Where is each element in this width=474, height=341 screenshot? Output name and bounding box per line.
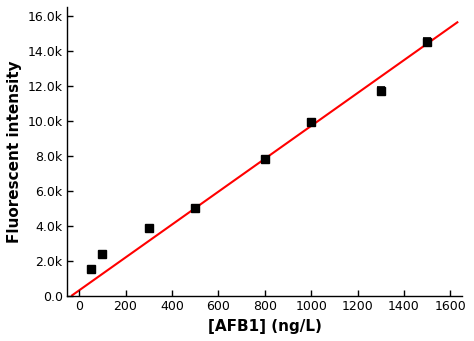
X-axis label: [AFB1] (ng/L): [AFB1] (ng/L) [208,319,322,334]
Y-axis label: Fluorescent intensity: Fluorescent intensity [7,60,22,242]
